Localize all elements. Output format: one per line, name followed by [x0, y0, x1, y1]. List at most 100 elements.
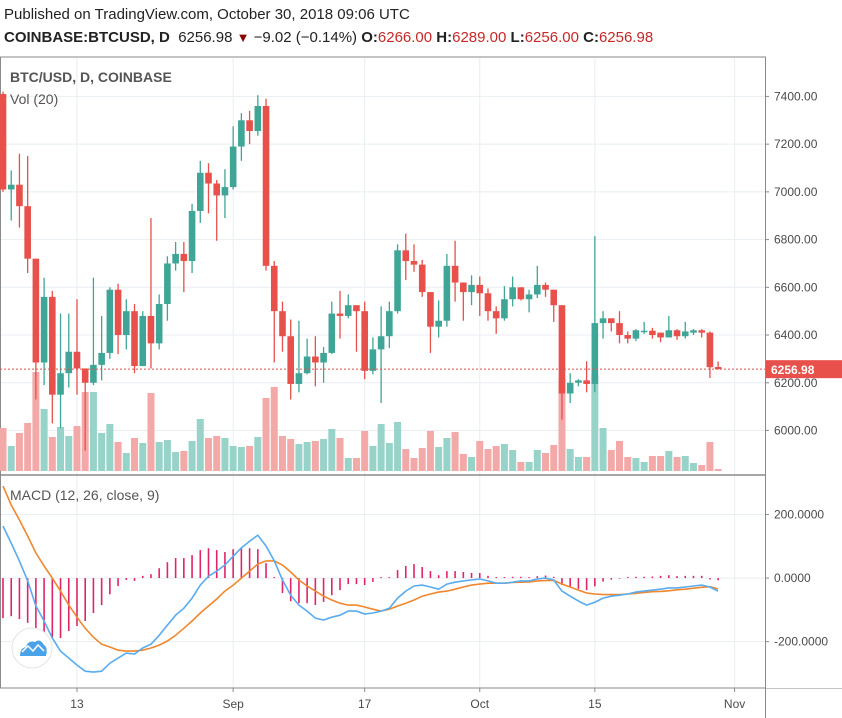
candle-body	[394, 250, 401, 312]
open-label: O:	[361, 29, 378, 46]
candle-body	[501, 299, 508, 319]
price-tick-label: 7200.00	[774, 137, 818, 151]
volume-bar	[246, 446, 254, 471]
candle-body	[32, 258, 40, 363]
candle-body	[73, 351, 81, 369]
last-price-label: 6256.98	[771, 363, 815, 377]
volume-bar	[48, 437, 56, 471]
candle-body	[468, 284, 475, 293]
chart-frame	[0, 56, 766, 689]
volume-bar	[163, 440, 171, 471]
volume-bar	[468, 457, 476, 471]
volume-bar	[698, 465, 706, 471]
volume-bar	[632, 458, 640, 471]
volume-bar	[352, 458, 360, 471]
volume-bar	[607, 450, 615, 471]
candle-body	[49, 296, 56, 395]
volume-bar	[385, 443, 393, 471]
candle-body	[238, 120, 245, 147]
candle-body	[303, 356, 311, 374]
volume-bar	[714, 469, 722, 471]
price-tick-label: 6400.00	[774, 328, 818, 342]
volume-bar	[180, 451, 188, 471]
volume-bar	[131, 438, 139, 471]
volume-bar	[172, 452, 180, 471]
volume-bar	[287, 439, 295, 471]
volume-bar	[7, 446, 15, 471]
price-change: −9.02 (−0.14%)	[253, 29, 358, 46]
candle-body	[344, 305, 352, 316]
volume-bar	[262, 398, 270, 471]
volume-bar	[328, 429, 336, 471]
symbol-name: COINBASE:BTCUSD, D	[4, 29, 170, 46]
volume-bar	[509, 450, 517, 471]
volume-bar	[295, 444, 303, 471]
volume-bar	[550, 445, 558, 471]
candle-body	[410, 261, 418, 265]
candle-body	[525, 294, 533, 300]
volume-bar	[459, 454, 467, 471]
volume-bar	[706, 442, 714, 471]
candle-body	[706, 332, 714, 368]
volume-bar	[213, 436, 221, 471]
candle-body	[213, 183, 221, 196]
candle-body	[320, 352, 327, 363]
volume-bar	[65, 436, 73, 471]
candle-body	[673, 330, 681, 337]
volume-bar	[591, 374, 599, 471]
volume-bar	[196, 419, 204, 471]
volume-bar	[188, 441, 196, 471]
candle-body	[24, 206, 31, 259]
candle-body	[295, 373, 303, 384]
volume-bar	[270, 387, 278, 471]
volume-bar	[525, 462, 533, 471]
candle-body	[221, 187, 229, 196]
volume-bar	[665, 451, 673, 471]
volume-bar	[476, 441, 484, 471]
volume-legend: Vol (20)	[10, 91, 58, 107]
macd-tick-label: 0.0000	[774, 571, 811, 585]
candle-body	[599, 318, 607, 324]
volume-bar	[57, 427, 65, 471]
signal-line	[2, 485, 719, 652]
candle-body	[188, 210, 196, 262]
candle-body	[57, 373, 64, 395]
candle-body	[270, 265, 278, 312]
candle-body	[90, 364, 97, 383]
volume-bar	[303, 442, 311, 471]
candle-body	[98, 352, 105, 365]
price-tick-label: 6000.00	[774, 423, 818, 437]
volume-bar	[394, 422, 402, 471]
volume-bar	[106, 424, 114, 471]
tradingview-cloud-icon	[20, 640, 47, 656]
published-line: Published on TradingView.com, October 30…	[4, 6, 410, 23]
macd-tick-label: -200.0000	[774, 635, 828, 649]
candle-body	[566, 382, 574, 394]
candle-body	[279, 311, 286, 337]
volume-bar	[24, 423, 32, 471]
volume-bar	[689, 463, 697, 471]
volume-bar	[205, 438, 212, 471]
volume-bar	[484, 449, 492, 471]
volume-bar	[89, 392, 97, 471]
candle-body	[106, 289, 114, 353]
candle-body	[550, 289, 558, 306]
volume-bar	[15, 433, 23, 471]
candle-body	[254, 105, 262, 132]
candle-body	[607, 318, 615, 324]
volume-bar	[583, 457, 591, 471]
candle-body	[139, 315, 147, 367]
candle-body	[418, 264, 426, 293]
candle-body	[123, 311, 130, 336]
volume-bar	[657, 456, 665, 471]
candle-body	[180, 253, 188, 262]
volume-bar	[139, 443, 147, 471]
candle-body	[451, 265, 459, 283]
volume-bar	[418, 448, 426, 471]
volume-bar	[237, 447, 245, 471]
candle-body	[690, 330, 697, 333]
close-label: C:	[583, 29, 599, 46]
low-label: L:	[510, 29, 525, 46]
volume-bar	[377, 424, 385, 471]
